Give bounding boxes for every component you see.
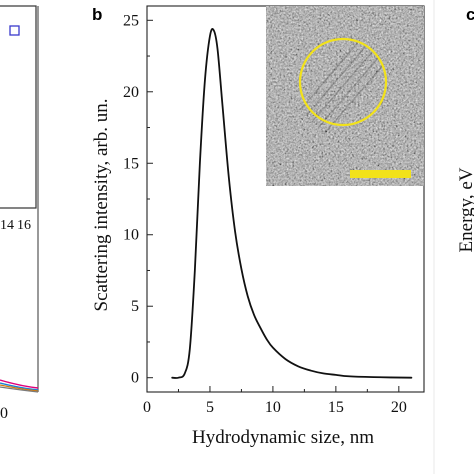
y-tick-label: 20 xyxy=(123,84,139,101)
x-tick-label: 20 xyxy=(391,399,407,416)
panel-letter-c: c xyxy=(466,5,474,24)
left-tick-label-16: 16 xyxy=(17,218,31,233)
left-curves xyxy=(0,379,39,393)
x-tick-label: 10 xyxy=(265,399,281,416)
y-tick-label: 5 xyxy=(131,298,139,315)
right-axis-title-fragment: Energy, eV xyxy=(456,167,474,252)
scattering-chart: b 0 5 10 15 20 0 5 10 15 20 25 Hydrodynamic size, … xyxy=(91,5,425,448)
x-tick-label: 15 xyxy=(328,399,344,416)
legend-marker xyxy=(9,25,20,36)
left-inset-frame xyxy=(0,5,37,209)
tick-layer: 0 5 10 15 20 0 5 10 15 20 25 xyxy=(123,12,407,416)
y-axis-title: Scattering intensity, arb. un. xyxy=(91,99,112,312)
scale-bar xyxy=(350,170,411,178)
nanoparticle-circle xyxy=(298,37,388,127)
y-tick-label: 0 xyxy=(131,370,139,387)
y-tick-label: 10 xyxy=(123,227,139,244)
y-tick-label: 15 xyxy=(123,155,139,172)
panel-letter-b: b xyxy=(92,5,102,24)
left-bottom-tick-label: 0 xyxy=(0,405,8,422)
x-tick-label: 5 xyxy=(206,399,214,416)
lattice-fringes xyxy=(299,39,385,135)
series-line-0 xyxy=(171,28,413,379)
x-tick-label: 0 xyxy=(143,399,151,416)
left-panel-fragment: 14 16 0 xyxy=(0,5,39,422)
tem-texture xyxy=(266,6,424,186)
tem-inset xyxy=(266,6,424,186)
x-axis-title: Hydrodynamic size, nm xyxy=(192,427,374,448)
left-tick-label-14: 14 xyxy=(0,218,14,233)
y-tick-label: 25 xyxy=(123,12,139,29)
right-panel-fragment: c Energy, eV xyxy=(433,0,474,474)
series-layer xyxy=(171,28,413,379)
